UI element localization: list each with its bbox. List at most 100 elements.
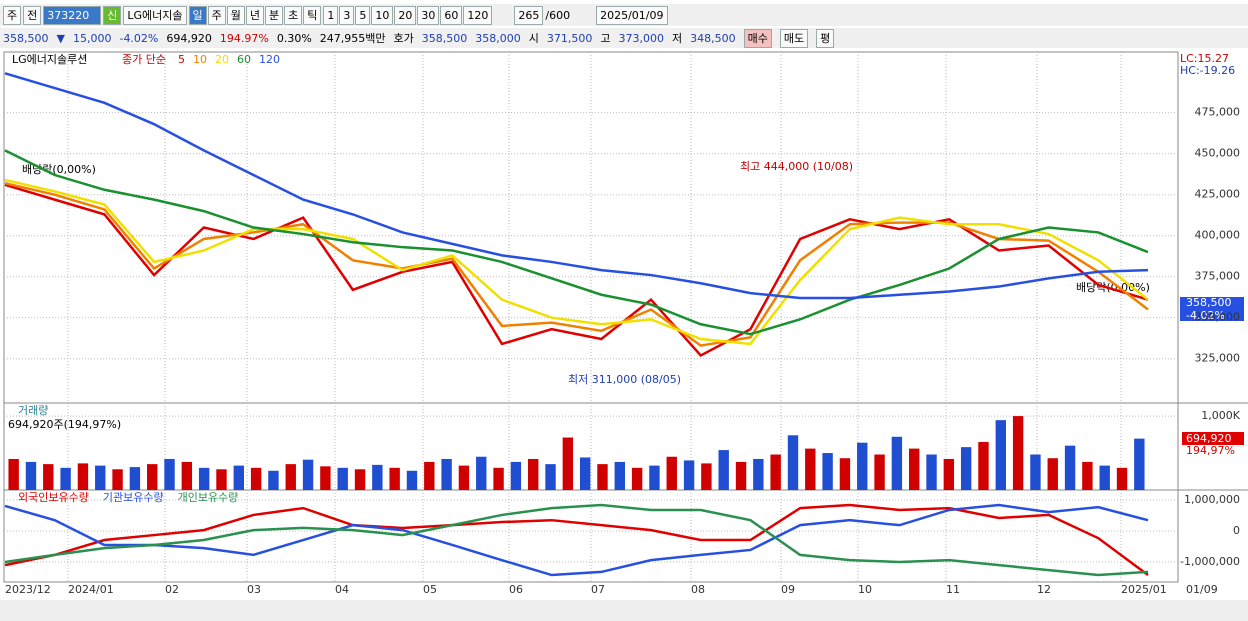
bar bbox=[943, 458, 955, 490]
series-line bbox=[4, 72, 1149, 300]
x-label: 2025/01 bbox=[1121, 583, 1167, 596]
legend-entry: 60 bbox=[237, 53, 251, 66]
change-pct: -4.02% bbox=[119, 31, 159, 45]
high-label: 고 bbox=[600, 32, 611, 45]
legend-entry: 개인보유수량 bbox=[178, 491, 239, 504]
y-tick-label: 1,000,000 bbox=[1184, 493, 1240, 506]
bar bbox=[60, 467, 71, 490]
code[interactable]: 373220 bbox=[43, 5, 102, 25]
new[interactable]: 신 bbox=[103, 5, 122, 25]
bar bbox=[579, 457, 591, 490]
hc: HC:-19.26 bbox=[1180, 64, 1235, 77]
y-tick-label: 375,000 bbox=[1195, 270, 1241, 283]
low: 348,500 bbox=[690, 31, 736, 45]
stock-name[interactable]: LG에너지솔 bbox=[123, 5, 187, 25]
bar bbox=[1099, 465, 1110, 490]
low-note: 최저 311,000 (08/05) bbox=[568, 373, 681, 386]
bar bbox=[77, 463, 89, 490]
bar bbox=[1012, 416, 1024, 490]
legend-entry: 5 bbox=[178, 53, 185, 66]
x-label: 12 bbox=[1037, 583, 1051, 596]
interval[interactable]: 초 bbox=[284, 5, 303, 25]
interval[interactable]: 틱 bbox=[303, 5, 322, 25]
last-price-box bbox=[1180, 297, 1244, 321]
bar bbox=[978, 441, 989, 490]
bar bbox=[95, 465, 106, 490]
prev[interactable]: 전 bbox=[23, 5, 42, 25]
bar bbox=[216, 469, 227, 490]
bar bbox=[701, 463, 712, 490]
scrollbar[interactable] bbox=[0, 600, 1248, 621]
number[interactable]: 120 bbox=[463, 5, 493, 25]
x-last: 01/09 bbox=[1186, 583, 1218, 596]
bar bbox=[926, 454, 937, 490]
interval[interactable]: 년 bbox=[245, 5, 265, 25]
count[interactable]: 265 bbox=[514, 5, 544, 25]
bar bbox=[666, 456, 677, 490]
number[interactable]: 30 bbox=[417, 5, 440, 25]
number[interactable]: 20 bbox=[394, 5, 417, 25]
open-label: 시 bbox=[528, 32, 539, 45]
high: 373,000 bbox=[618, 31, 665, 45]
x-label: 02 bbox=[165, 583, 179, 596]
last-volume-pct: 194,97% bbox=[1186, 444, 1235, 457]
y-tick-label: 475,000 bbox=[1195, 106, 1241, 119]
bar bbox=[960, 447, 972, 490]
price: 358,500 bbox=[3, 31, 49, 45]
numbers: 1 3 5 10 20 30 60 120 bbox=[323, 5, 493, 25]
bar bbox=[164, 458, 175, 490]
bar bbox=[787, 435, 799, 490]
interval[interactable]: 분 bbox=[265, 5, 284, 25]
eval[interactable]: 평 bbox=[816, 28, 835, 48]
bar bbox=[129, 467, 141, 490]
bar bbox=[510, 461, 522, 490]
bar bbox=[822, 453, 833, 490]
bar bbox=[545, 464, 556, 490]
number[interactable]: 60 bbox=[440, 5, 463, 25]
number[interactable]: 3 bbox=[339, 5, 355, 25]
legend-entry: 120 bbox=[259, 53, 280, 66]
date[interactable]: 2025/01/09 bbox=[596, 5, 668, 25]
bar bbox=[233, 465, 244, 490]
interval[interactable]: 월 bbox=[226, 5, 245, 25]
number[interactable]: 5 bbox=[355, 5, 371, 25]
bar bbox=[562, 437, 574, 490]
bar bbox=[1082, 461, 1093, 490]
bar bbox=[354, 469, 366, 490]
y-tick-label: 350,000 bbox=[1195, 311, 1241, 324]
bar bbox=[891, 436, 903, 490]
series-line bbox=[4, 503, 1149, 577]
bar bbox=[597, 464, 608, 490]
bar bbox=[995, 420, 1006, 490]
bar bbox=[614, 461, 625, 490]
buy[interactable]: 매수 bbox=[743, 28, 772, 48]
bar bbox=[302, 459, 314, 490]
x-label: 03 bbox=[247, 583, 261, 596]
background bbox=[0, 50, 1248, 621]
change: 15,000 bbox=[72, 31, 112, 45]
sell[interactable]: 매도 bbox=[779, 28, 809, 48]
bar bbox=[181, 461, 193, 490]
bar bbox=[424, 461, 435, 490]
turnover: 0.30% bbox=[276, 31, 312, 45]
y-tick-label: 1,000K bbox=[1201, 409, 1240, 422]
interval[interactable]: 일 bbox=[188, 5, 207, 25]
bar bbox=[874, 454, 885, 490]
bar bbox=[631, 467, 643, 490]
y-tick-label: 0 bbox=[1233, 524, 1240, 537]
ask: 358,500 bbox=[421, 31, 468, 45]
volume-subtitle: 694,920주(194,97%) bbox=[8, 418, 121, 431]
bar bbox=[43, 464, 54, 490]
number[interactable]: 1 bbox=[323, 5, 339, 25]
quote-bar: 358,500 ▼ 15,000 -4.02% 694,920 194.97% … bbox=[0, 28, 1248, 48]
interval[interactable]: 주 bbox=[207, 5, 226, 25]
high-note: 최고 444,000 (10/08) bbox=[740, 160, 853, 173]
bar bbox=[1116, 467, 1128, 490]
bar bbox=[25, 461, 37, 490]
bar bbox=[198, 467, 210, 490]
number[interactable]: 10 bbox=[371, 5, 394, 25]
period[interactable]: 주 bbox=[3, 5, 22, 25]
